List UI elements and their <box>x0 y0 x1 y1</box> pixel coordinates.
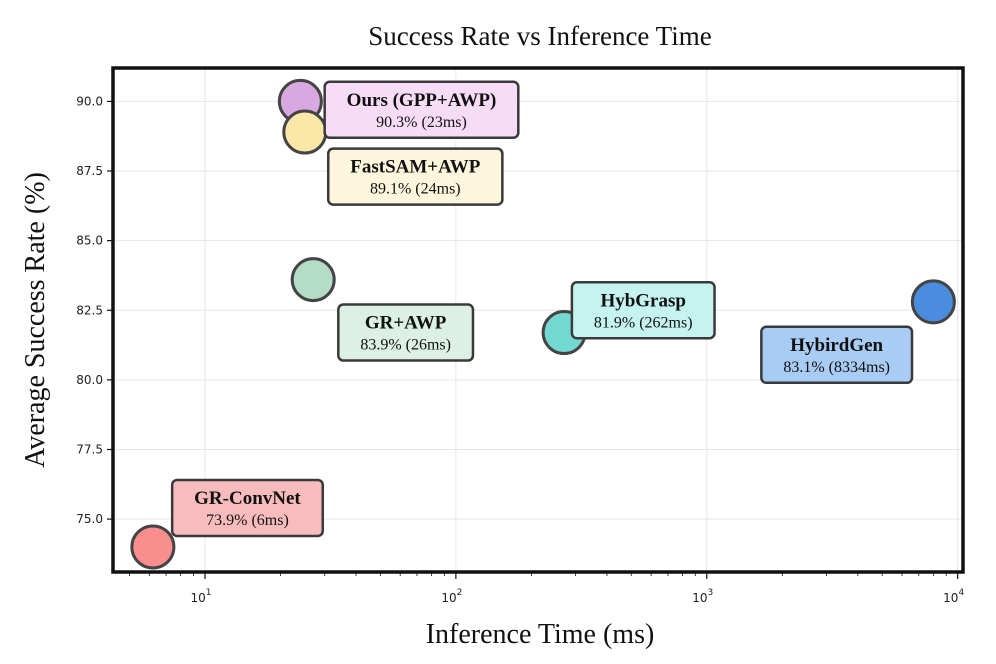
annotation-box <box>327 147 504 206</box>
data-point <box>130 524 176 570</box>
annotation-name: FastSAM+AWP <box>350 157 480 178</box>
annotation-name: Ours (GPP+AWP) <box>347 90 497 111</box>
annotation-value: 83.9% (26ms) <box>360 337 451 354</box>
y-tick-label: 87.5 <box>76 164 103 178</box>
annotation-box <box>170 478 325 538</box>
annotation-value: 81.9% (262ms) <box>594 314 693 331</box>
annotation-name: HybGrasp <box>600 290 686 311</box>
annotation-box <box>323 80 520 140</box>
point-annotation: GR-ConvNet 73.9% (6ms) <box>170 478 325 538</box>
x-tick-label: 101 <box>190 588 211 605</box>
chart-title: Success Rate vs Inference Time <box>368 21 711 51</box>
point-annotation: FastSAM+AWP 89.1% (24ms) <box>327 147 504 206</box>
point-annotation: HybGrasp 81.9% (262ms) <box>570 281 716 340</box>
x-tick-label: 104 <box>943 588 964 605</box>
y-tick-label: 75.0 <box>76 512 103 526</box>
annotation-box <box>337 303 475 362</box>
annotation-value: 90.3% (23ms) <box>376 114 467 131</box>
x-tick-label: 102 <box>441 588 462 605</box>
y-tick-label: 77.5 <box>76 442 103 456</box>
annotation-value: 73.9% (6ms) <box>206 512 289 529</box>
data-point <box>910 279 956 325</box>
annotation-name: GR-ConvNet <box>194 488 301 509</box>
y-tick-label: 80.0 <box>76 373 103 387</box>
annotation-value: 89.1% (24ms) <box>370 181 461 198</box>
y-tick-label: 85.0 <box>76 234 103 248</box>
y-tick-label: 82.5 <box>76 303 103 317</box>
y-tick-label: 90.0 <box>76 94 103 108</box>
x-axis-label: Inference Time (ms) <box>426 619 655 650</box>
data-point <box>290 257 336 303</box>
y-axis-label: Average Success Rate (%) <box>20 172 51 468</box>
axis-ticks: 75.0 77.5 80.0 82.5 85.0 87.5 90.0 101 102 103 104 <box>76 94 964 605</box>
grid-lines <box>113 68 963 572</box>
x-tick-label: 103 <box>692 588 713 605</box>
point-annotation: GR+AWP 83.9% (26ms) <box>337 303 475 362</box>
annotation-value: 83.1% (8334ms) <box>783 359 890 376</box>
data-annotations: Ours (GPP+AWP) 90.3% (23ms) FastSAM+AWP 89.… <box>170 80 914 538</box>
point-annotation: Ours (GPP+AWP) 90.3% (23ms) <box>323 80 520 140</box>
data-point <box>282 109 328 155</box>
annotation-box <box>570 281 716 340</box>
annotation-name: GR+AWP <box>365 313 447 334</box>
data-points <box>130 78 956 570</box>
point-annotation: HybirdGen 83.1% (8334ms) <box>760 325 914 385</box>
plot-frame <box>111 66 965 574</box>
annotation-box <box>760 325 914 385</box>
annotation-name: HybirdGen <box>790 335 883 356</box>
